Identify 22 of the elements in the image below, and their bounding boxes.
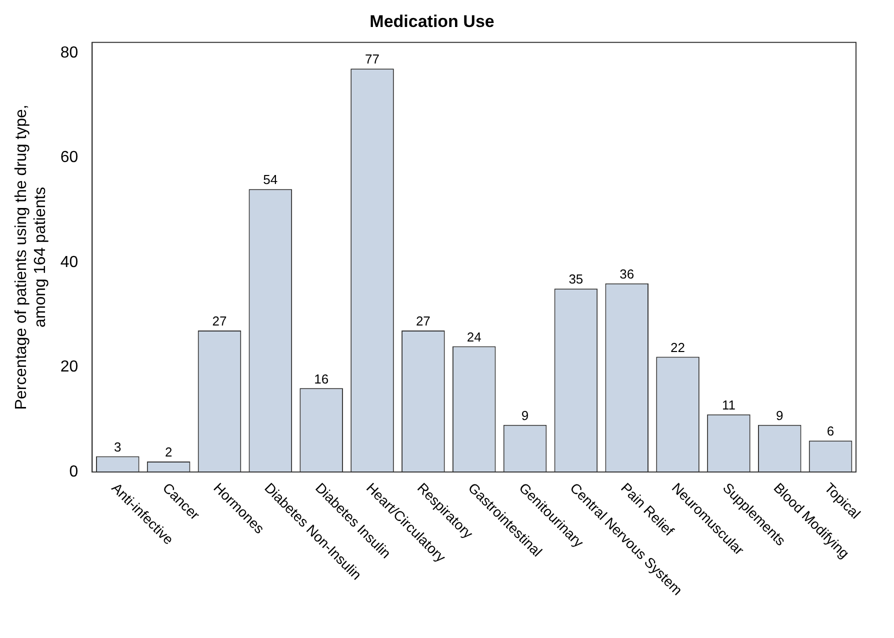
data-label: 24 [466,329,482,344]
y-tick-label: 80 [60,44,78,62]
y-axis-title: Percentage of patients using the drug type, among 164 patients [13,104,50,410]
data-label: 2 [164,444,172,460]
data-label: 22 [670,340,686,355]
y-tick-label: 60 [60,149,78,166]
y-tick-label: 0 [69,463,78,480]
y-tick-label: 40 [60,254,78,271]
data-label: 9 [776,408,784,423]
data-label: 27 [416,314,430,329]
data-label: 3 [114,439,122,454]
data-label: 16 [314,371,329,386]
data-label: 35 [568,272,584,287]
data-label: 9 [521,408,529,423]
data-label: 77 [365,52,380,67]
data-label: 54 [263,172,278,188]
chart-title: Medication Use [370,12,494,31]
data-label: 27 [212,314,227,329]
data-label: 36 [620,266,634,282]
data-label: 11 [722,397,736,412]
data-label: 6 [826,424,834,439]
y-tick-label: 20 [60,358,78,376]
